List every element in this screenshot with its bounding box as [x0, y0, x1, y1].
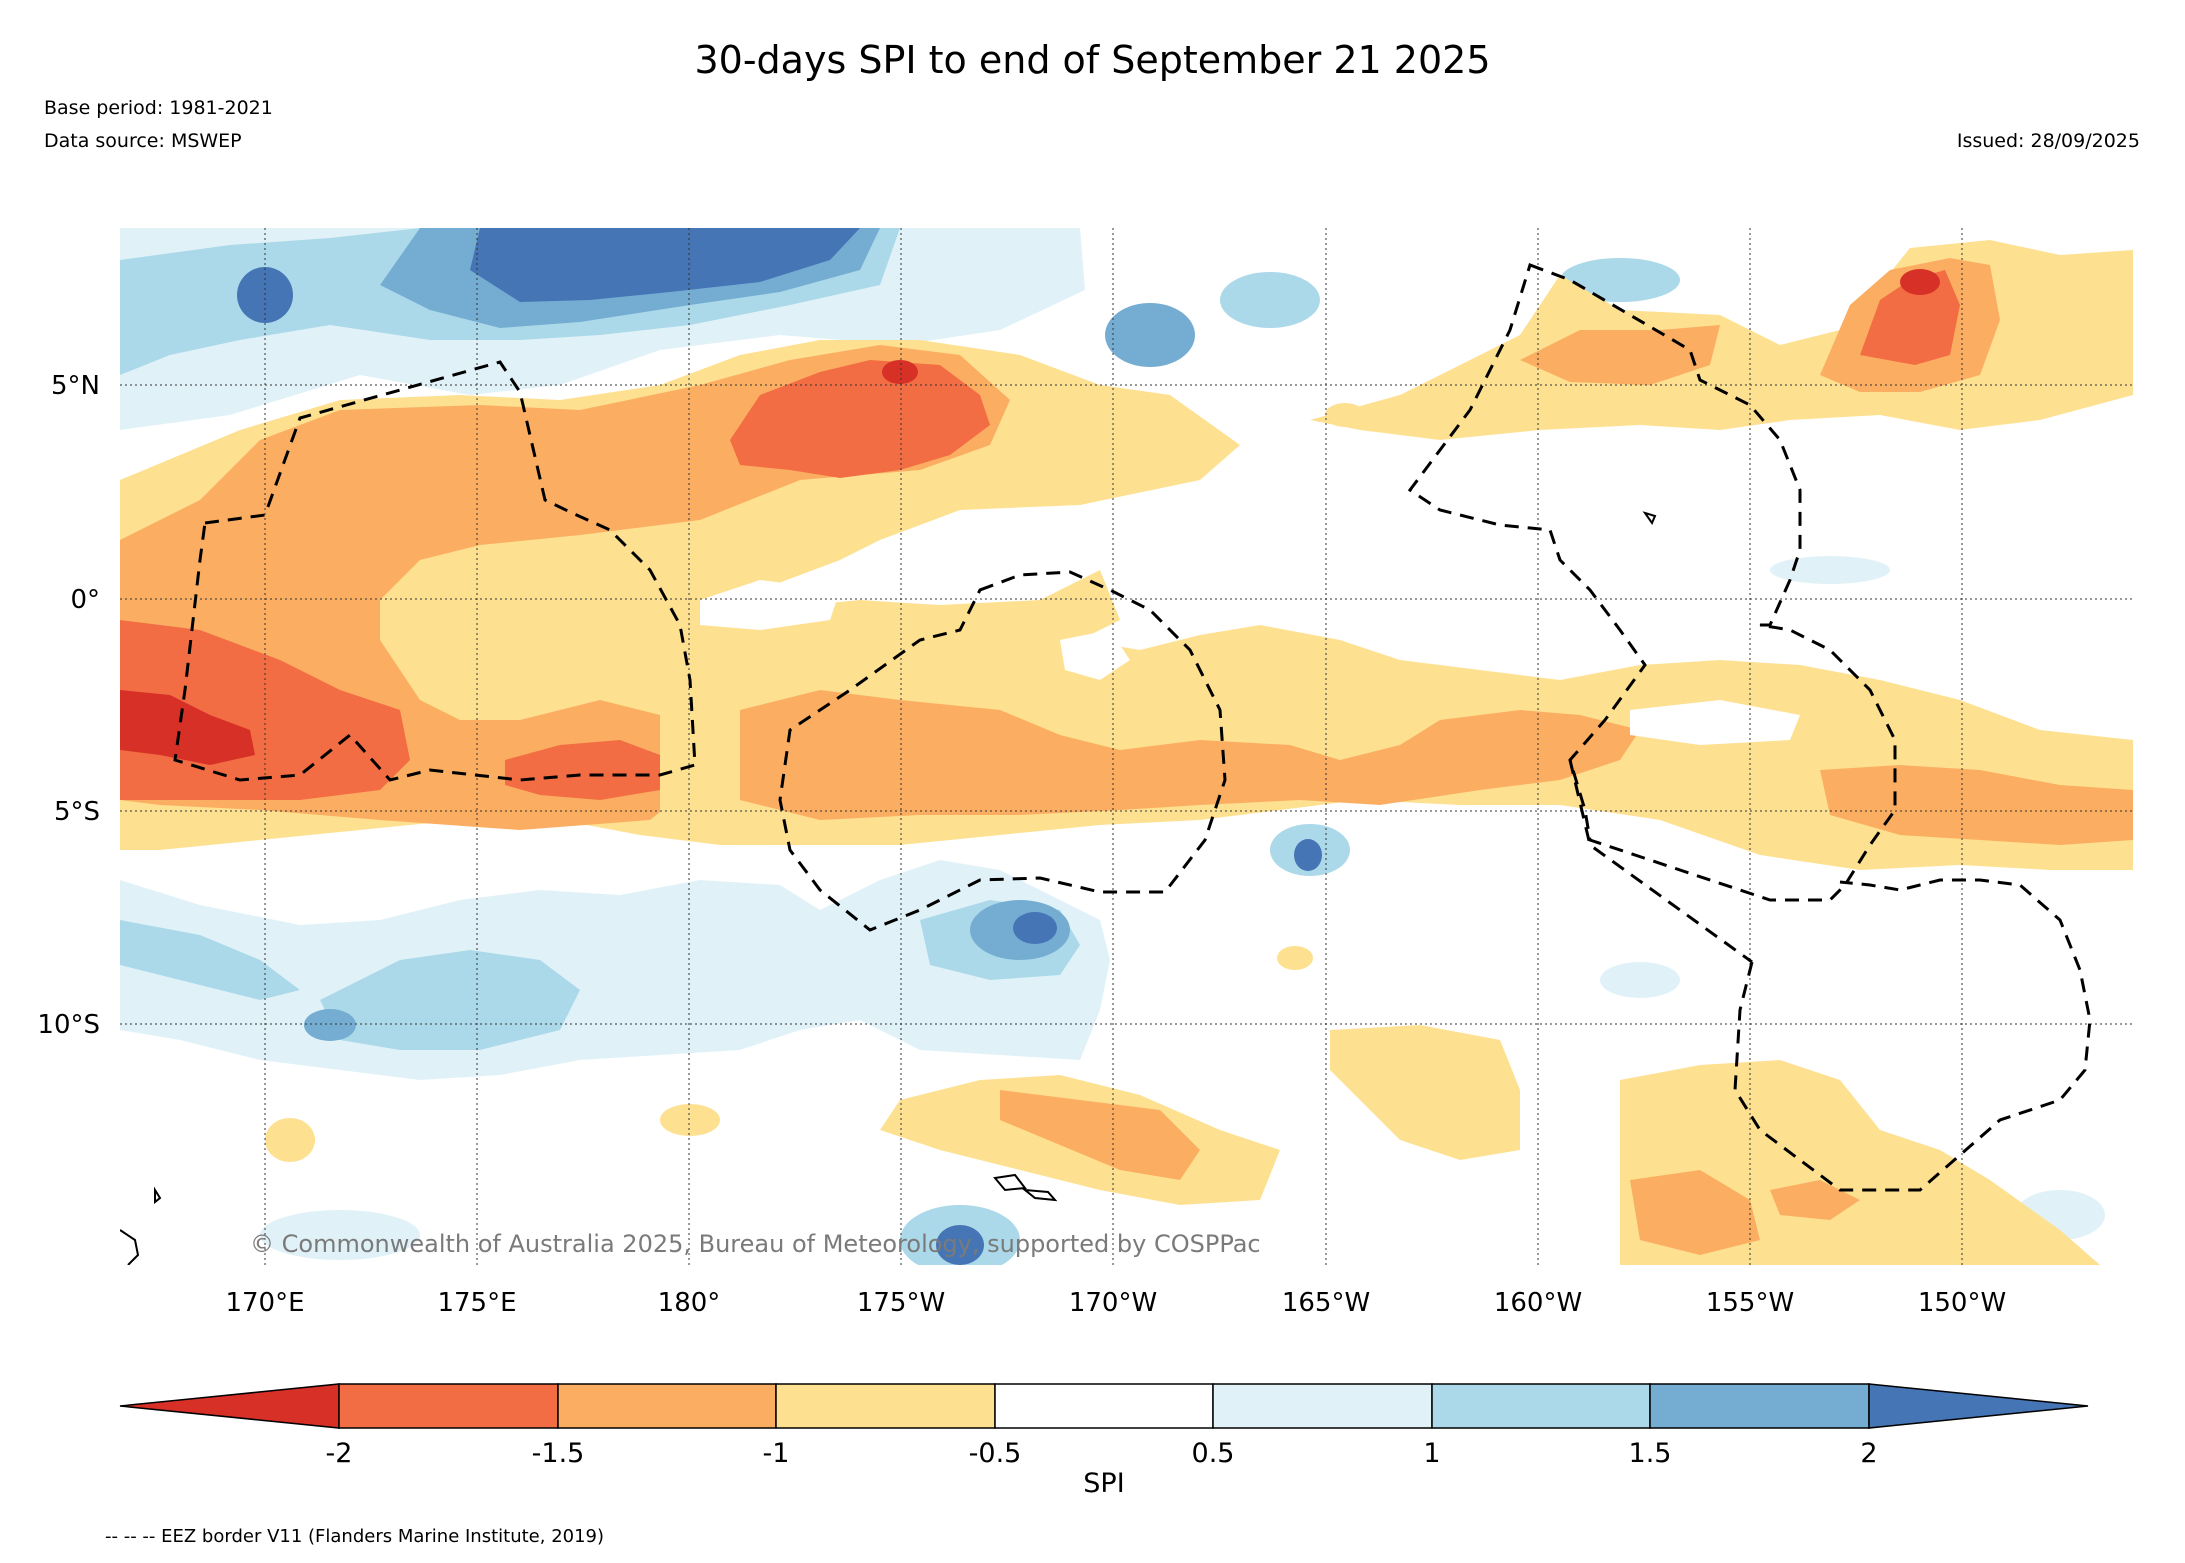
- copyright-watermark: © Commonwealth of Australia 2025, Bureau…: [250, 1230, 1261, 1258]
- colorbar: [119, 1383, 2089, 1429]
- lon-label-155w: 155°W: [1706, 1288, 1794, 1318]
- data-source-note: Data source: MSWEP: [44, 130, 242, 152]
- dry-anomaly-northeast-moderate: [1520, 325, 1720, 385]
- lat-label-10s: 10°S: [37, 1010, 100, 1040]
- eez-border-tokelau-samoa: [778, 570, 1227, 932]
- lon-label-165w: 165°W: [1282, 1288, 1370, 1318]
- dry-anomaly-east-moderate: [1820, 765, 2133, 845]
- colorbar-segment-4: [994, 1383, 1214, 1429]
- colorbar-label-neg2: -2: [326, 1438, 353, 1469]
- coastline-samoa-2: [1021, 1188, 1058, 1202]
- colorbar-segment-5: [1212, 1383, 1433, 1429]
- dry-anomaly-southeast-corner-moderate: [1630, 1170, 1760, 1255]
- dry-anomaly-northeast-severe: [1860, 270, 1960, 365]
- lon-label-175e: 175°E: [437, 1288, 516, 1318]
- wet-blob-northeast: [1560, 258, 1680, 302]
- dry-anomaly-northeast-extreme: [1900, 269, 1940, 295]
- lon-label-170e: 170°E: [225, 1288, 304, 1318]
- wet-blob-east-2: [1770, 556, 1890, 584]
- wet-blob-south-west: [304, 1009, 356, 1041]
- wet-blob-south-extreme: [1013, 912, 1057, 944]
- dry-blob-small-south-3: [1277, 946, 1313, 970]
- wet-blob-central-north: [1105, 303, 1195, 367]
- wet-gap-central-2: [1060, 630, 1130, 680]
- wet-blob-southwest-bottom-extreme: [936, 1225, 984, 1265]
- lat-label-5s: 5°S: [54, 797, 100, 827]
- coastline-tuvalu: [154, 1186, 162, 1205]
- map-title: 30-days SPI to end of September 21 2025: [694, 38, 1491, 82]
- dry-anomaly-southeast-corner-moderate-2: [1770, 1180, 1860, 1220]
- dry-anomaly-equatorial-moderate: [740, 690, 1640, 820]
- wet-anomaly-north-extreme: [470, 228, 860, 302]
- dry-anomaly-central-extreme: [882, 360, 918, 384]
- dry-anomaly-south-severe: [505, 740, 660, 800]
- longitude-labels: 170°E 175°E 180° 175°W 170°W 165°W 160°W…: [225, 1288, 2006, 1318]
- eez-borders: [173, 263, 2092, 1192]
- coastline-fiji-edge: [120, 1229, 140, 1265]
- coastline-atoll: [1642, 511, 1657, 526]
- wet-blob-central-north-2: [1220, 272, 1320, 328]
- lon-label-160w: 160°W: [1494, 1288, 1582, 1318]
- colorbar-label-neg1-5: -1.5: [532, 1438, 585, 1469]
- lon-label-175w: 175°W: [857, 1288, 945, 1318]
- eez-legend-note: -- -- -- EEZ border V11 (Flanders Marine…: [105, 1526, 605, 1547]
- dry-anomaly-south-central-moderate: [1000, 1090, 1200, 1180]
- dry-blob-small-south: [660, 1104, 720, 1136]
- colorbar-segment-2: [557, 1383, 777, 1429]
- colorbar-label-2: 2: [1860, 1438, 1877, 1469]
- dry-blob-northeast-small: [1325, 403, 1365, 427]
- issued-date: Issued: 28/09/2025: [1956, 130, 2140, 152]
- colorbar-extend-low: [119, 1383, 340, 1429]
- colorbar-segment-3: [775, 1383, 996, 1429]
- colorbar-extend-high: [1868, 1383, 2089, 1429]
- wet-blob-south-edge: [260, 1210, 420, 1260]
- map-area: © Commonwealth of Australia 2025, Bureau…: [120, 228, 2133, 1265]
- colorbar-label-1: 1: [1423, 1438, 1440, 1469]
- colorbar-title: SPI: [1083, 1468, 1124, 1499]
- graticule: [120, 228, 2133, 1265]
- dry-blob-small-south-2: [265, 1118, 315, 1162]
- colorbar-tick-labels: -2 -1.5 -1 -0.5 0.5 1 1.5 2 SPI: [326, 1438, 1878, 1499]
- lon-label-180: 180°: [658, 1288, 721, 1318]
- wet-gap-east: [1630, 700, 1800, 745]
- wet-blob-islands-extreme: [1294, 839, 1322, 871]
- lon-label-170w: 170°W: [1069, 1288, 1157, 1318]
- coastline-samoa: [993, 1173, 1027, 1192]
- colorbar-label-1-5: 1.5: [1629, 1438, 1672, 1469]
- eez-border-line-to-cook: [1568, 759, 1753, 964]
- colorbar-segment-1: [338, 1383, 559, 1429]
- colorbar-segment-7: [1649, 1383, 1870, 1429]
- eez-border-cook-islands: [1733, 878, 2092, 1192]
- lon-label-150w: 150°W: [1918, 1288, 2006, 1318]
- dry-anomaly-south-east: [1330, 1025, 1520, 1160]
- dry-anomaly-central-severe: [730, 360, 990, 478]
- wet-blob-east-small: [1600, 962, 1680, 998]
- colorbar-label-neg0-5: -0.5: [969, 1438, 1022, 1469]
- colorbar-label-0-5: 0.5: [1192, 1438, 1235, 1469]
- latitude-labels: 5°N 0° 5°S 10°S: [37, 371, 100, 1040]
- coastlines: [120, 511, 1657, 1265]
- base-period-note: Base period: 1981-2021: [44, 97, 273, 119]
- wet-gap-central: [700, 580, 840, 630]
- wet-anomaly-south-moderate-2: [320, 950, 580, 1050]
- wet-anomaly-south-moderate: [120, 920, 300, 1000]
- lat-label-0: 0°: [70, 585, 100, 615]
- colorbar-label-neg1: -1: [763, 1438, 790, 1469]
- colorbar-segment-6: [1431, 1383, 1651, 1429]
- eez-border-kiribati-line-north: [1407, 263, 1897, 902]
- eez-border-kiribati-gilberts: [173, 360, 697, 782]
- lat-label-5n: 5°N: [51, 371, 100, 401]
- dry-anomaly-southwest-extreme: [120, 690, 255, 765]
